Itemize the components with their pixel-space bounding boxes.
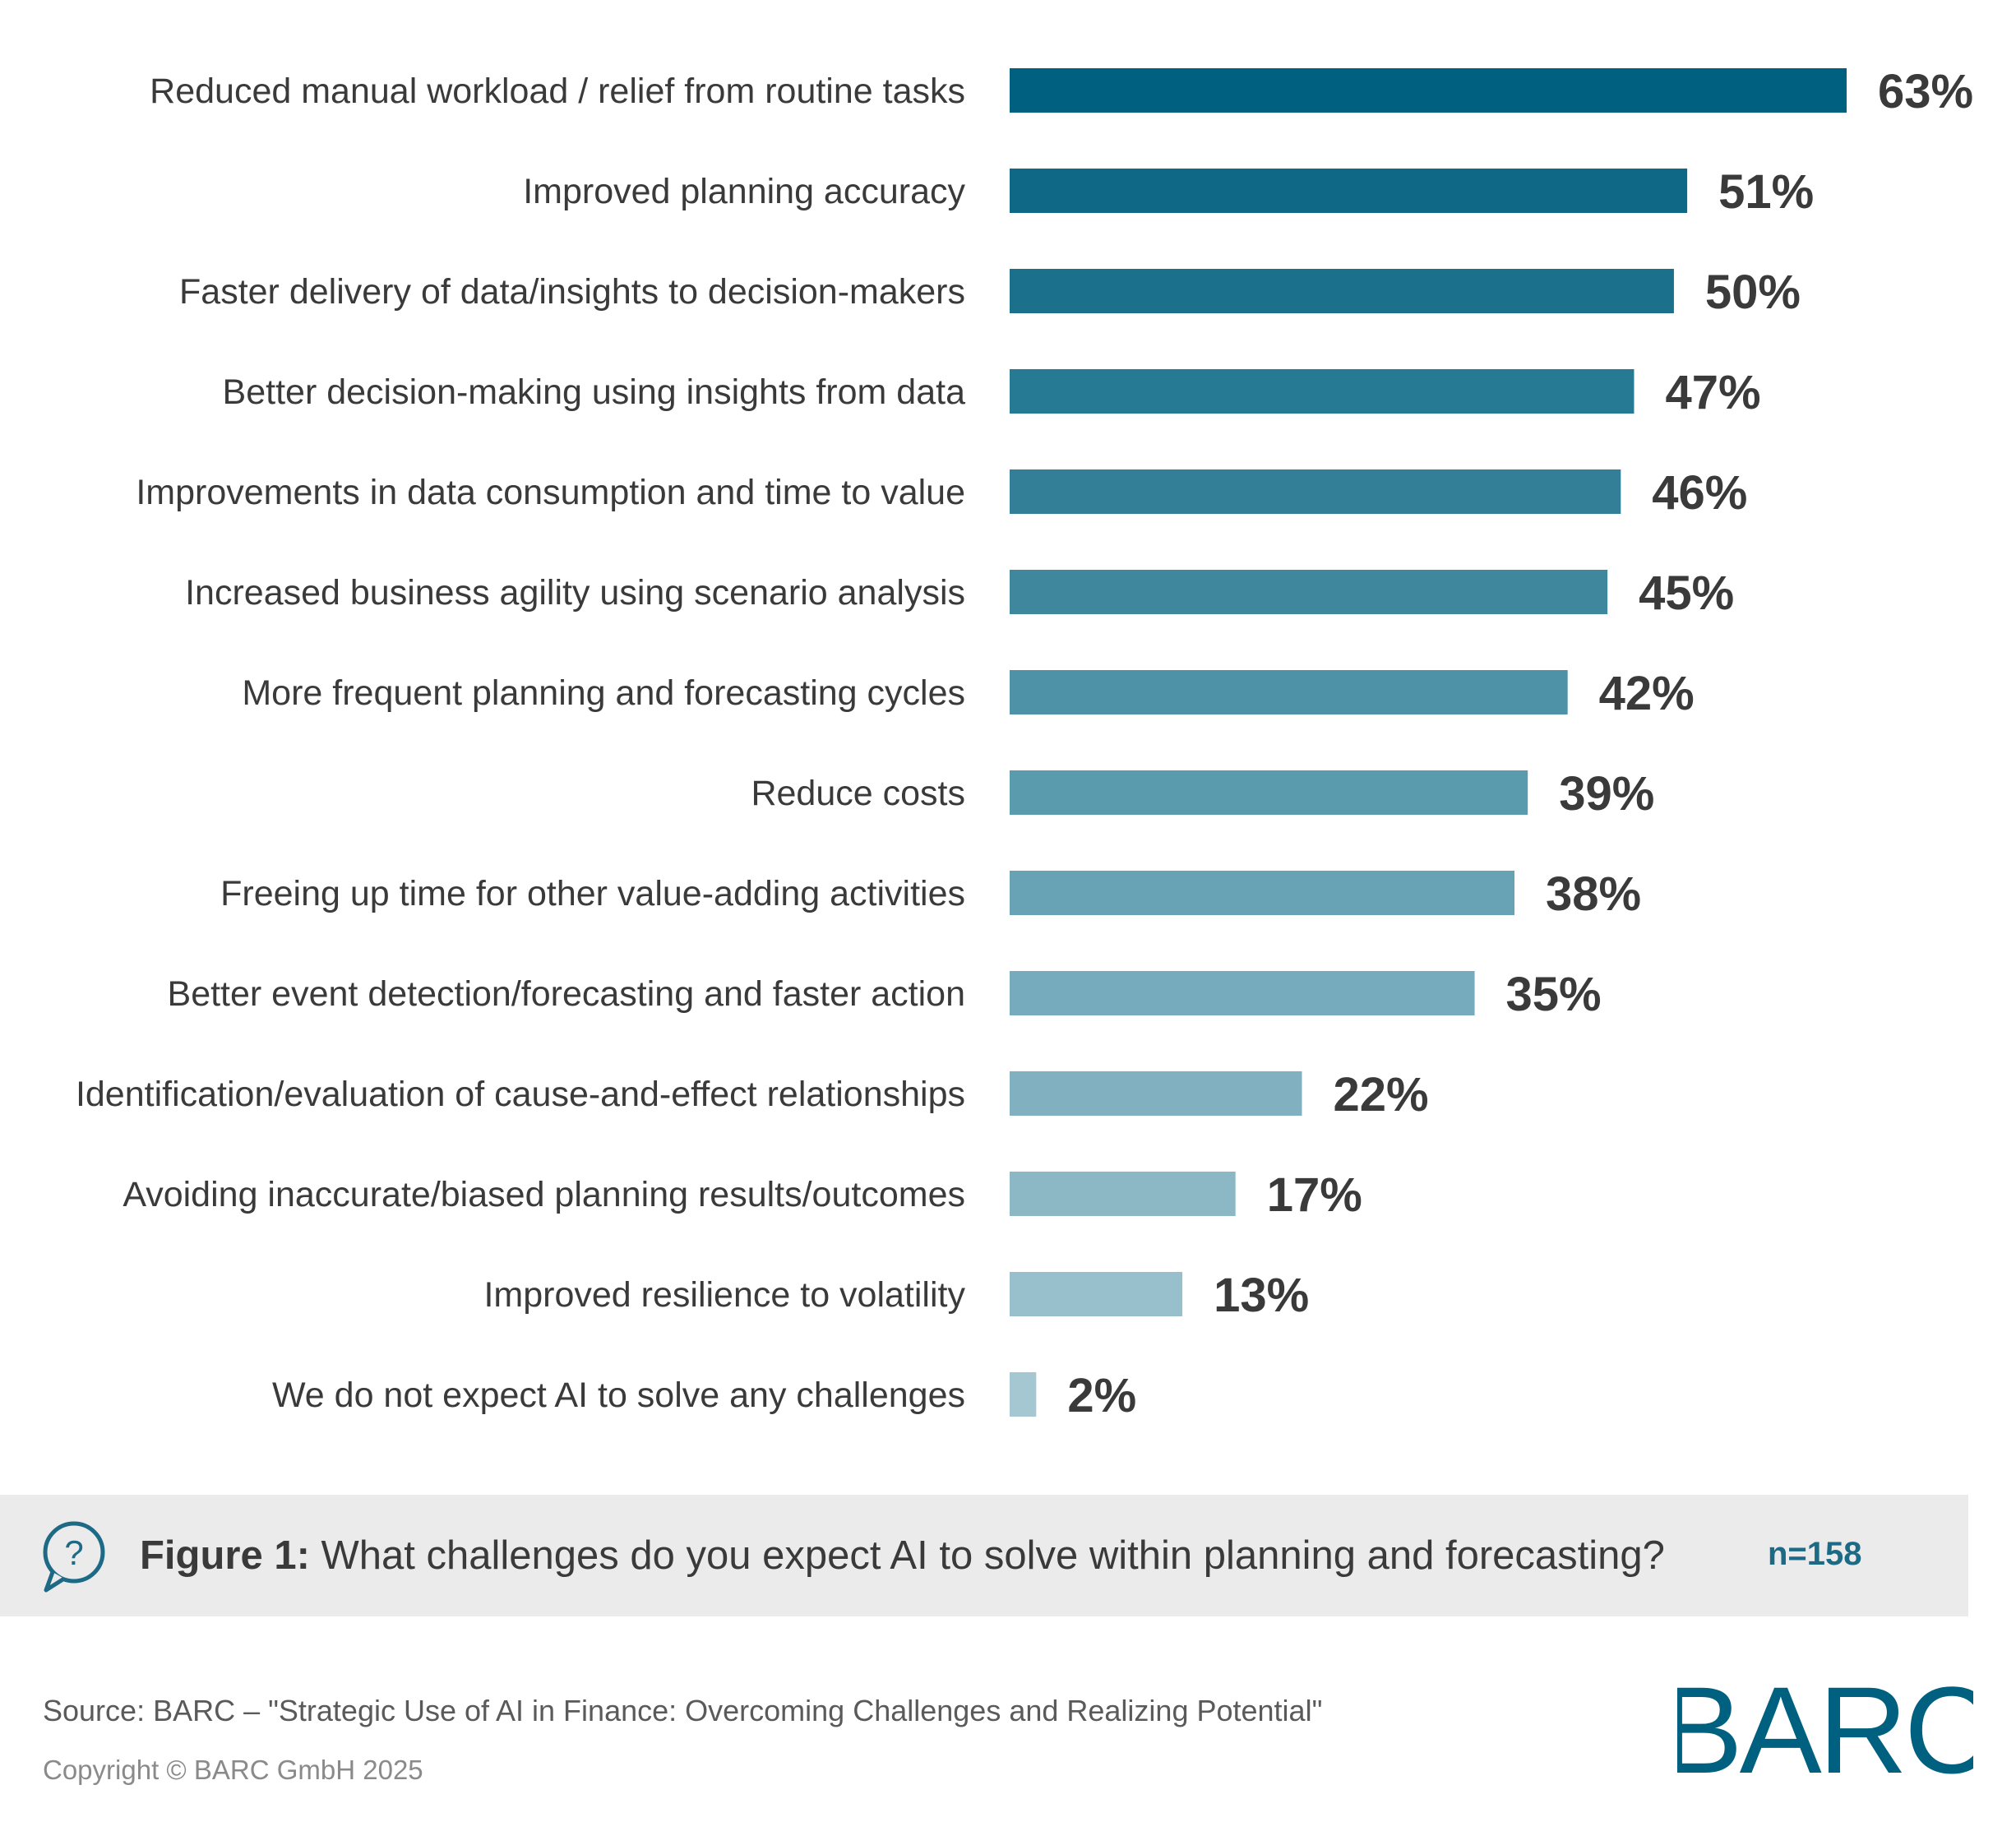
- data-label: 47%: [1665, 366, 1760, 419]
- bar: [1010, 469, 1621, 514]
- category-label: Better decision-making using insights fr…: [223, 372, 966, 412]
- data-label: 51%: [1718, 165, 1814, 219]
- category-label: Reduce costs: [751, 774, 965, 813]
- category-label: We do not expect AI to solve any challen…: [272, 1376, 965, 1415]
- category-label: Avoiding inaccurate/biased planning resu…: [123, 1175, 965, 1214]
- figure-question: What challenges do you expect AI to solv…: [321, 1533, 1665, 1578]
- data-label: 46%: [1652, 466, 1747, 520]
- bar: [1010, 1372, 1037, 1417]
- figure-caption-box: ? Figure 1: What challenges do you expec…: [0, 1495, 1968, 1616]
- bar: [1010, 1272, 1183, 1316]
- question-speech-bubble-icon: ?: [43, 1521, 105, 1593]
- bar: [1010, 269, 1674, 313]
- category-label: Improvements in data consumption and tim…: [136, 473, 965, 512]
- category-label: Improved planning accuracy: [523, 172, 965, 211]
- bar: [1010, 1172, 1236, 1216]
- data-label: 63%: [1878, 65, 1973, 118]
- data-label: 13%: [1214, 1269, 1309, 1322]
- data-label: 50%: [1705, 266, 1801, 319]
- bar: [1010, 670, 1568, 714]
- data-label: 42%: [1599, 667, 1695, 720]
- data-label: 45%: [1639, 566, 1734, 620]
- category-label: Faster delivery of data/insights to deci…: [179, 272, 965, 312]
- data-label: 38%: [1546, 867, 1641, 921]
- bar: [1010, 68, 1847, 113]
- barc-logo: BARC: [1677, 1676, 1973, 1783]
- category-label: Freeing up time for other value-adding a…: [220, 874, 965, 913]
- svg-text:?: ?: [64, 1533, 83, 1572]
- category-label: More frequent planning and forecasting c…: [242, 673, 965, 713]
- bar: [1010, 770, 1528, 815]
- category-label: Increased business agility using scenari…: [185, 573, 965, 613]
- bar: [1010, 570, 1608, 614]
- data-label: 2%: [1067, 1369, 1136, 1422]
- sample-size: n=158: [1768, 1536, 1862, 1572]
- category-label: Reduced manual workload / relief from ro…: [150, 72, 965, 111]
- category-label: Better event detection/forecasting and f…: [168, 974, 965, 1014]
- data-label: 35%: [1506, 968, 1602, 1021]
- bar: [1010, 169, 1688, 213]
- bar-chart: Reduced manual workload / relief from ro…: [76, 65, 1973, 1422]
- data-label: 22%: [1333, 1068, 1428, 1121]
- source-note: Source: BARC – "Strategic Use of AI in F…: [43, 1694, 1323, 1727]
- bar: [1010, 871, 1515, 915]
- bar: [1010, 1071, 1302, 1116]
- category-label: Improved resilience to volatility: [483, 1275, 965, 1315]
- data-label: 17%: [1267, 1168, 1362, 1222]
- figure-label: Figure 1:: [140, 1533, 310, 1578]
- data-label: 39%: [1559, 767, 1654, 821]
- figure-caption: Figure 1: What challenges do you expect …: [140, 1495, 1665, 1616]
- bar: [1010, 369, 1635, 414]
- bar: [1010, 971, 1475, 1015]
- svg-text:BARC: BARC: [1677, 1676, 1973, 1783]
- copyright-note: Copyright © BARC GmbH 2025: [43, 1755, 423, 1785]
- category-label: Identification/evaluation of cause-and-e…: [76, 1075, 965, 1114]
